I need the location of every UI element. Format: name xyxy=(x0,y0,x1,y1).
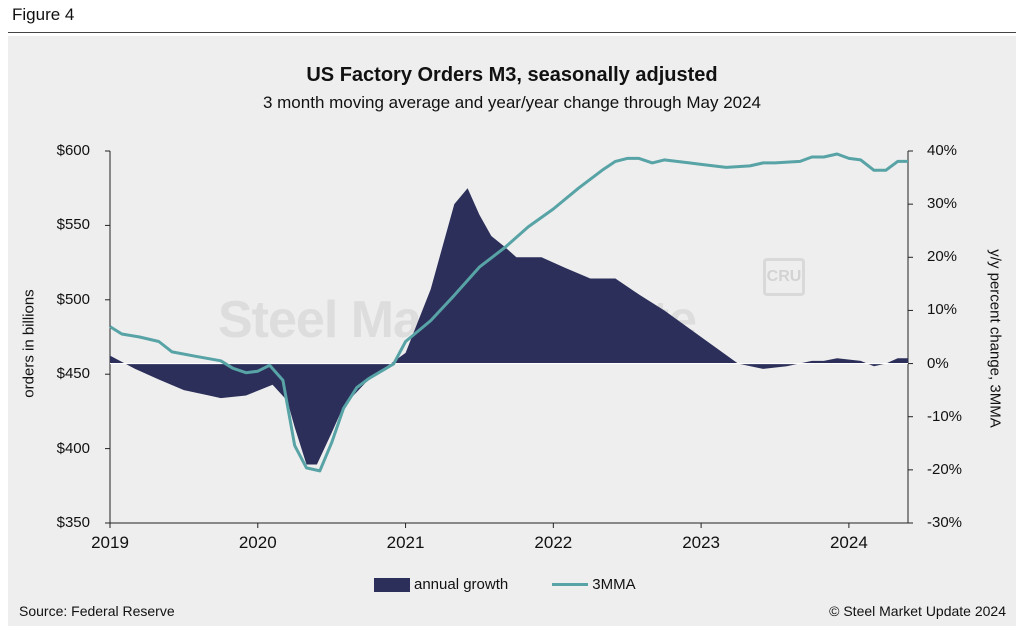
y-right-tick-label: 30% xyxy=(927,195,958,213)
legend-label-3mma: 3MMA xyxy=(592,576,636,593)
legend-swatch-area xyxy=(374,577,410,592)
y-right-tick-label: 20% xyxy=(927,248,958,266)
x-tick-label: 2021 xyxy=(386,533,425,552)
x-tick-label: 2024 xyxy=(829,533,868,552)
legend-swatch-line xyxy=(552,583,589,586)
y-axis-right-label: y/y percent change, 3MMA xyxy=(986,249,1004,428)
x-tick-label: 2020 xyxy=(238,533,277,552)
y-left-tick-label: $350 xyxy=(56,514,90,531)
top-rule xyxy=(8,32,1016,33)
copyright-note: © Steel Market Update 2024 xyxy=(829,603,1006,619)
x-tick-label: 2019 xyxy=(91,533,129,552)
x-tick-label: 2023 xyxy=(682,533,721,552)
y-left-tick-label: $450 xyxy=(56,365,90,383)
chart-title: US Factory Orders M3, seasonally adjuste… xyxy=(306,64,718,86)
y-left-tick-label: $600 xyxy=(56,142,90,159)
y-left-tick-label: $550 xyxy=(56,216,90,234)
y-left-tick-label: $500 xyxy=(56,290,90,308)
y-left-tick-label: $400 xyxy=(56,439,90,457)
annual-growth-area xyxy=(110,188,908,465)
cru-logo: CRU xyxy=(763,258,805,296)
figure-label: Figure 4 xyxy=(12,5,75,24)
y-right-tick-label: -10% xyxy=(927,407,963,425)
y-right-tick-label: 10% xyxy=(927,301,958,319)
y-right-tick-label: -20% xyxy=(927,460,963,478)
legend-label-annual-growth: annual growth xyxy=(414,576,509,593)
y-right-tick-label: -30% xyxy=(927,514,963,531)
legend: annual growth 3MMA xyxy=(374,576,636,593)
x-tick-label: 2022 xyxy=(534,533,573,552)
y-right-tick-label: 0% xyxy=(927,354,949,372)
3mma-line xyxy=(109,152,908,473)
source-note: Source: Federal Reserve xyxy=(19,603,175,619)
axes xyxy=(105,150,913,528)
y-axis-left-label: orders in billions xyxy=(20,289,38,398)
chart-subtitle: 3 month moving average and year/year cha… xyxy=(262,93,762,112)
y-right-tick-label: 40% xyxy=(927,142,958,159)
